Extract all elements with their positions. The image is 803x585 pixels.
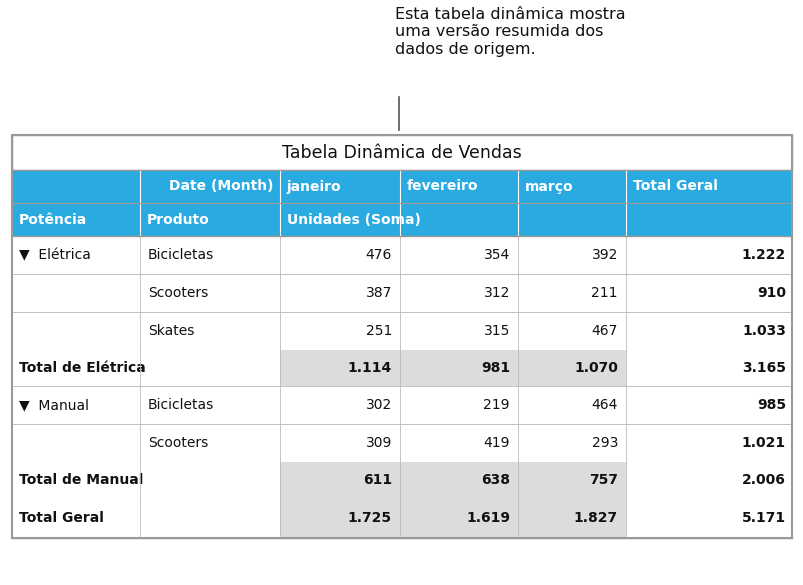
Text: 3.165: 3.165 (741, 361, 785, 375)
Text: ▼  Manual: ▼ Manual (19, 398, 89, 412)
Text: Total Geral: Total Geral (632, 180, 717, 194)
Bar (12, 498, 791, 538)
Bar (279, 498, 626, 538)
Text: 1.725: 1.725 (348, 511, 392, 525)
Text: 985: 985 (756, 398, 785, 412)
Text: 1.021: 1.021 (741, 436, 785, 450)
Text: janeiro: janeiro (287, 180, 341, 194)
Text: 910: 910 (756, 286, 785, 300)
Text: 1.114: 1.114 (348, 361, 392, 375)
Text: 302: 302 (365, 398, 392, 412)
Bar (12, 135, 791, 170)
Text: Bicicletas: Bicicletas (148, 248, 214, 262)
Text: Total de Manual: Total de Manual (19, 473, 143, 487)
Text: Scooters: Scooters (148, 436, 208, 450)
Text: 392: 392 (591, 248, 618, 262)
Bar (12, 386, 791, 424)
Bar (12, 236, 791, 274)
Bar (12, 462, 791, 498)
Text: 315: 315 (483, 324, 509, 338)
Bar (12, 350, 279, 386)
Bar (12, 462, 279, 498)
Text: Scooters: Scooters (148, 286, 208, 300)
Bar (12, 350, 791, 386)
Text: Produto: Produto (147, 212, 210, 226)
Text: Unidades (Soma): Unidades (Soma) (287, 212, 420, 226)
Text: 476: 476 (365, 248, 392, 262)
Text: Bicicletas: Bicicletas (148, 398, 214, 412)
Text: 419: 419 (483, 436, 509, 450)
Text: fevereiro: fevereiro (406, 180, 478, 194)
Text: 1.619: 1.619 (466, 511, 509, 525)
Text: 293: 293 (591, 436, 618, 450)
Text: 251: 251 (365, 324, 392, 338)
Bar (12, 170, 791, 203)
Text: 219: 219 (483, 398, 509, 412)
Text: 611: 611 (362, 473, 392, 487)
Text: 312: 312 (483, 286, 509, 300)
Text: Potência: Potência (19, 212, 88, 226)
Bar (626, 462, 793, 498)
Text: 354: 354 (483, 248, 509, 262)
Bar (626, 498, 793, 538)
Text: 5.171: 5.171 (741, 511, 785, 525)
Bar (279, 462, 626, 498)
Text: ▼  Elétrica: ▼ Elétrica (19, 248, 91, 262)
Bar (12, 274, 791, 312)
Text: Date (Month): Date (Month) (169, 180, 274, 194)
Text: 1.222: 1.222 (741, 248, 785, 262)
Bar (12, 135, 791, 538)
Bar (626, 350, 793, 386)
Text: 1.827: 1.827 (573, 511, 618, 525)
Text: 1.070: 1.070 (573, 361, 618, 375)
Bar (12, 424, 791, 462)
Bar (12, 312, 791, 350)
Bar (12, 203, 791, 236)
Text: 757: 757 (589, 473, 618, 487)
Text: 464: 464 (591, 398, 618, 412)
Text: 211: 211 (591, 286, 618, 300)
Text: 467: 467 (591, 324, 618, 338)
Bar (12, 498, 279, 538)
Text: 2.006: 2.006 (741, 473, 785, 487)
Text: 309: 309 (365, 436, 392, 450)
Text: 387: 387 (365, 286, 392, 300)
Text: Esta tabela dinâmica mostra
uma versão resumida dos
dados de origem.: Esta tabela dinâmica mostra uma versão r… (394, 7, 625, 57)
Text: 1.033: 1.033 (741, 324, 785, 338)
Text: Skates: Skates (148, 324, 194, 338)
Text: 981: 981 (480, 361, 509, 375)
Text: 638: 638 (480, 473, 509, 487)
Bar (279, 350, 626, 386)
Text: Tabela Dinâmica de Vendas: Tabela Dinâmica de Vendas (282, 143, 521, 161)
Text: Total Geral: Total Geral (19, 511, 104, 525)
Text: Total de Elétrica: Total de Elétrica (19, 361, 145, 375)
Text: março: março (524, 180, 573, 194)
